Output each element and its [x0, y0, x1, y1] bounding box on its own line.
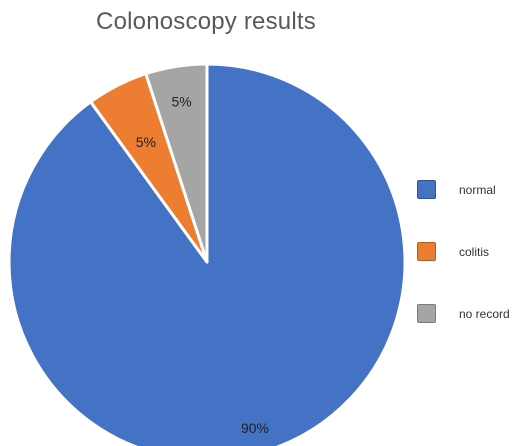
pie-slice-no-record — [144, 62, 209, 264]
data-label-no-record: 5% — [171, 94, 191, 110]
pie-slice-normal — [7, 62, 407, 446]
legend-swatch-normal — [417, 180, 436, 199]
data-label-normal: 90% — [241, 420, 269, 436]
legend-swatch-colitis — [417, 242, 436, 261]
legend-item-colitis: colitis — [417, 242, 517, 262]
legend-label-no-record: no record — [459, 307, 510, 321]
legend-label-normal: normal — [459, 183, 496, 197]
chart-title: Colonoscopy results — [96, 8, 316, 35]
legend-label-colitis: colitis — [459, 245, 490, 259]
legend-swatch-no-record — [417, 304, 436, 323]
legend-item-no-record: no record — [417, 304, 517, 324]
legend-item-normal: normal — [417, 180, 517, 200]
legend: normal colitis no record — [417, 180, 517, 366]
data-label-colitis: 5% — [136, 134, 156, 150]
